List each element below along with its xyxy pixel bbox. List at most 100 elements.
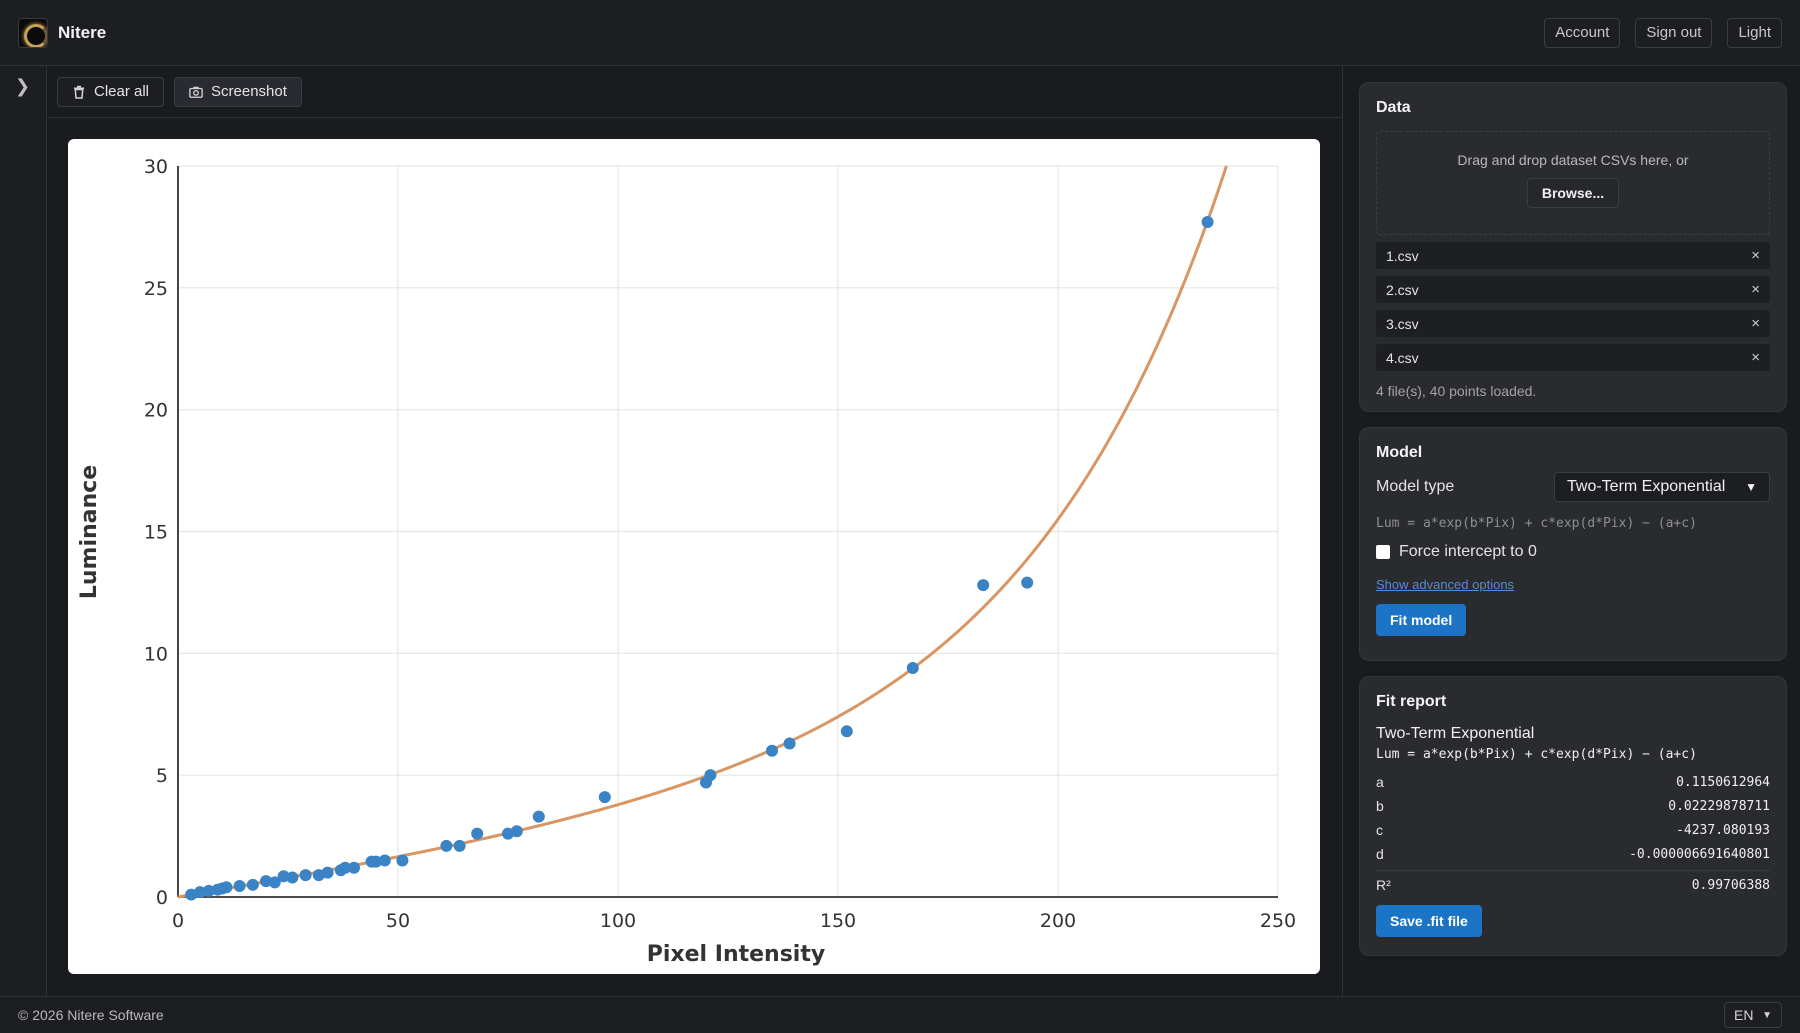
y-axis-label: Luminance bbox=[77, 465, 102, 599]
data-point[interactable] bbox=[321, 866, 334, 879]
language-select[interactable]: EN ▼ bbox=[1724, 1002, 1782, 1028]
file-list: 1.csv × 2.csv × 3.csv × 4.csv × bbox=[1376, 242, 1770, 371]
data-point[interactable] bbox=[268, 876, 281, 889]
scatter-plot[interactable]: 0 50 100 150 200 250 0 5 10 15 20 25 30 Pixel Intens… bbox=[68, 139, 1320, 974]
param-value: 0.1150612964 bbox=[1676, 774, 1770, 790]
data-point[interactable] bbox=[194, 886, 206, 899]
data-point[interactable] bbox=[598, 791, 611, 804]
data-point[interactable] bbox=[1201, 216, 1214, 229]
fit-report-title: Fit report bbox=[1376, 693, 1447, 710]
y-tick-label: 20 bbox=[144, 400, 168, 422]
file-item: 1.csv × bbox=[1376, 242, 1770, 269]
data-point[interactable] bbox=[532, 810, 545, 823]
x-tick-label: 200 bbox=[1040, 910, 1076, 932]
file-item: 3.csv × bbox=[1376, 310, 1770, 337]
fit-model-button[interactable]: Fit model bbox=[1376, 604, 1467, 636]
file-name: 3.csv bbox=[1386, 315, 1419, 332]
y-tick-label: 25 bbox=[144, 278, 168, 300]
x-tick-label: 100 bbox=[600, 910, 636, 932]
x-tick-label: 0 bbox=[172, 910, 184, 932]
screenshot-label: Screenshot bbox=[211, 83, 287, 100]
y-tick-label: 30 bbox=[144, 156, 168, 178]
data-point[interactable] bbox=[704, 769, 717, 782]
param-value: -4237.080193 bbox=[1676, 822, 1770, 838]
x-tick-label: 150 bbox=[820, 910, 856, 932]
language-value: EN bbox=[1734, 1007, 1754, 1023]
data-point[interactable] bbox=[783, 737, 796, 750]
remove-file-icon[interactable]: × bbox=[1751, 247, 1760, 264]
data-point[interactable] bbox=[348, 861, 360, 874]
browse-button[interactable]: Browse... bbox=[1526, 178, 1620, 208]
r2-label: R² bbox=[1376, 877, 1391, 893]
dropzone-text: Drag and drop dataset CSVs here, or bbox=[1457, 152, 1689, 168]
clear-all-label: Clear all bbox=[94, 83, 150, 100]
fit-report-model-name: Two-Term Exponential bbox=[1376, 725, 1535, 742]
remove-file-icon[interactable]: × bbox=[1751, 349, 1760, 366]
y-tick-label: 10 bbox=[144, 643, 168, 665]
param-row: b 0.02229878711 bbox=[1376, 794, 1770, 818]
model-card: Model Model type Two-Term Exponential ▼ … bbox=[1359, 427, 1787, 661]
file-item: 4.csv × bbox=[1376, 344, 1770, 371]
data-point[interactable] bbox=[440, 839, 453, 852]
param-value: 0.02229878711 bbox=[1668, 798, 1770, 814]
theme-toggle-button[interactable]: Light bbox=[1727, 17, 1782, 48]
data-point[interactable] bbox=[260, 875, 272, 888]
file-name: 4.csv bbox=[1386, 349, 1419, 366]
remove-file-icon[interactable]: × bbox=[1751, 281, 1760, 298]
data-point[interactable] bbox=[766, 744, 778, 757]
y-tick-label: 15 bbox=[144, 522, 168, 544]
param-name: d bbox=[1376, 846, 1384, 862]
app-brand: Nitere bbox=[58, 22, 107, 42]
trash-icon bbox=[74, 85, 84, 99]
force-intercept-checkbox[interactable] bbox=[1376, 545, 1390, 559]
data-point[interactable] bbox=[396, 854, 409, 867]
data-point[interactable] bbox=[286, 871, 299, 884]
advanced-options-link[interactable]: Show advanced options bbox=[1376, 577, 1515, 592]
param-row: d -0.000006691640801 bbox=[1376, 842, 1770, 866]
account-button[interactable]: Account bbox=[1544, 17, 1621, 48]
model-type-value: Two-Term Exponential bbox=[1567, 478, 1726, 495]
data-point[interactable] bbox=[471, 827, 484, 840]
r2-row: R² 0.99706388 bbox=[1376, 873, 1770, 897]
data-point[interactable] bbox=[202, 884, 215, 897]
param-table: a 0.1150612964 b 0.02229878711 c -4237.0… bbox=[1376, 770, 1770, 897]
data-point[interactable] bbox=[370, 855, 382, 868]
chevron-right-icon[interactable]: ❯ bbox=[15, 76, 31, 96]
data-point[interactable] bbox=[906, 661, 919, 674]
data-point[interactable] bbox=[453, 839, 466, 852]
plot-toolbar: Clear all Screenshot bbox=[47, 66, 1342, 118]
data-point[interactable] bbox=[339, 861, 352, 874]
file-name: 2.csv bbox=[1386, 281, 1419, 298]
data-point[interactable] bbox=[840, 725, 853, 738]
data-point[interactable] bbox=[378, 854, 391, 867]
param-divider bbox=[1376, 870, 1770, 871]
screenshot-button[interactable]: Screenshot bbox=[174, 76, 302, 107]
data-point[interactable] bbox=[510, 825, 523, 838]
app-header: Nitere Account Sign out Light bbox=[0, 0, 1800, 66]
y-tick-label: 5 bbox=[156, 765, 168, 787]
fit-report-formula: Lum = a*exp(b*Pix) + c*exp(d*Pix) − (a+c… bbox=[1376, 747, 1697, 762]
data-point[interactable] bbox=[220, 881, 233, 894]
data-point[interactable] bbox=[1021, 576, 1034, 589]
data-point[interactable] bbox=[977, 579, 990, 592]
data-card: Data Drag and drop dataset CSVs here, or… bbox=[1359, 82, 1787, 412]
param-row: a 0.1150612964 bbox=[1376, 770, 1770, 794]
force-intercept-label: Force intercept to 0 bbox=[1399, 543, 1537, 560]
data-point[interactable] bbox=[277, 870, 290, 883]
y-tick-label: 0 bbox=[156, 887, 168, 909]
data-point[interactable] bbox=[246, 878, 259, 891]
file-name: 1.csv bbox=[1386, 247, 1419, 264]
data-point[interactable] bbox=[299, 869, 312, 882]
file-dropzone[interactable]: Drag and drop dataset CSVs here, or Brow… bbox=[1376, 131, 1770, 235]
data-point[interactable] bbox=[233, 880, 246, 893]
model-type-select[interactable]: Two-Term Exponential ▼ bbox=[1554, 472, 1770, 502]
side-panel: Data Drag and drop dataset CSVs here, or… bbox=[1342, 66, 1800, 996]
clear-all-button[interactable]: Clear all bbox=[57, 76, 165, 107]
header-actions: Account Sign out Light bbox=[1544, 17, 1782, 48]
sign-out-button[interactable]: Sign out bbox=[1635, 17, 1713, 48]
model-type-row: Model type Two-Term Exponential ▼ bbox=[1376, 472, 1770, 502]
x-tick-label: 50 bbox=[386, 910, 410, 932]
save-fit-button[interactable]: Save .fit file bbox=[1376, 905, 1482, 937]
param-name: b bbox=[1376, 798, 1384, 814]
remove-file-icon[interactable]: × bbox=[1751, 315, 1760, 332]
